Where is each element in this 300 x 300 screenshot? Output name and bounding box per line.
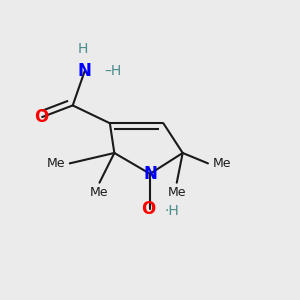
- Text: Me: Me: [47, 157, 65, 170]
- Text: O: O: [141, 200, 156, 218]
- Text: H: H: [78, 42, 88, 56]
- Text: Me: Me: [167, 186, 186, 199]
- Text: ·H: ·H: [164, 204, 179, 218]
- Text: –H: –H: [104, 64, 121, 78]
- Text: N: N: [143, 165, 157, 183]
- Text: N: N: [78, 62, 92, 80]
- Text: Me: Me: [212, 157, 231, 170]
- Text: Me: Me: [90, 186, 109, 199]
- Text: O: O: [34, 108, 49, 126]
